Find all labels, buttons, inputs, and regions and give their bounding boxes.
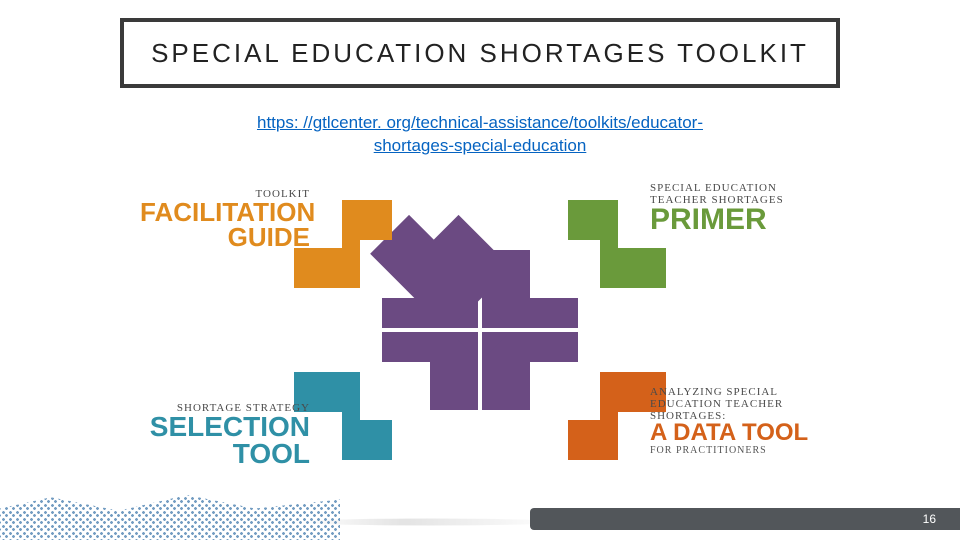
tr-big: PRIMER: [650, 206, 830, 235]
footer-dots-pattern: [0, 495, 340, 540]
quad-tr-label: SPECIAL EDUCATION TEACHER SHORTAGES PRIM…: [650, 182, 830, 235]
tr-small1: SPECIAL EDUCATION: [650, 182, 830, 194]
toolkit-url-link[interactable]: https: //gtlcenter. org/technical-assist…: [0, 112, 960, 158]
quad-tl-label: TOOLKIT FACILITATION GUIDE: [140, 188, 310, 249]
bl-big2: TOOL: [140, 441, 310, 468]
br-small2: EDUCATION TEACHER: [650, 398, 850, 410]
url-line-1: https: //gtlcenter. org/technical-assist…: [257, 113, 703, 132]
br-big: A DATA TOOL: [650, 422, 850, 445]
slide-title: SPECIAL EDUCATION SHORTAGES TOOLKIT: [151, 38, 809, 69]
br-small1: ANALYZING SPECIAL: [650, 386, 850, 398]
tl-big1: FACILITATION: [140, 200, 310, 225]
slide: SPECIAL EDUCATION SHORTAGES TOOLKIT http…: [0, 0, 960, 540]
url-line-2: shortages-special-education: [374, 136, 587, 155]
title-box: SPECIAL EDUCATION SHORTAGES TOOLKIT: [120, 18, 840, 88]
bl-big1: SELECTION: [140, 414, 310, 441]
br-sub: FOR PRACTITIONERS: [650, 445, 850, 456]
tl-big2: GUIDE: [140, 225, 310, 250]
footer-bar: 16: [530, 508, 960, 530]
toolkit-diagram: TOOLKIT FACILITATION GUIDE SPECIAL EDUCA…: [140, 170, 820, 500]
page-number: 16: [923, 512, 936, 526]
quad-bl-label: SHORTAGE STRATEGY SELECTION TOOL: [140, 402, 310, 467]
quad-br-label: ANALYZING SPECIAL EDUCATION TEACHER SHOR…: [650, 386, 850, 456]
